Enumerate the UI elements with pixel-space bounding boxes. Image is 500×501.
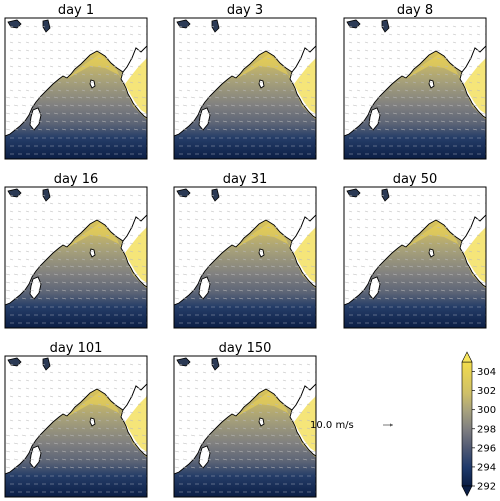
map-panel: day 150 (173, 341, 317, 498)
inland-sea (211, 188, 220, 202)
panel-frame (173, 186, 317, 329)
colorbar: 292 294 296 298 300 302 304 (461, 351, 496, 497)
island-srilanka (258, 248, 265, 258)
colorbar-tick-label: 294 (477, 462, 496, 473)
colorbar-extend-max (461, 351, 473, 363)
inland-sea (381, 19, 390, 33)
island-srilanka (258, 79, 265, 89)
colorbar-tick-label: 304 (477, 367, 496, 378)
map-panel: day 8 (343, 3, 487, 160)
panel-frame (4, 355, 148, 498)
inland-sea (211, 357, 220, 371)
panel-frame (173, 17, 317, 160)
colorbar-ticks: 292 294 296 298 300 302 304 (472, 367, 496, 493)
inland-sea (42, 357, 51, 371)
island-srilanka (89, 79, 96, 89)
wind-vectors (5, 363, 147, 493)
inland-sea (211, 19, 220, 33)
panel-title: day 101 (50, 341, 103, 356)
island-srilanka (89, 417, 96, 427)
wind-vectors (344, 194, 486, 324)
inland-sea (381, 188, 390, 202)
wind-vectors (344, 25, 486, 155)
island-srilanka (89, 248, 96, 258)
colorbar-tick-label: 300 (477, 405, 496, 416)
wind-vectors (174, 194, 316, 324)
panel-title: day 8 (397, 3, 433, 18)
panel-title: day 31 (223, 172, 268, 187)
colorbar-tick-label: 302 (477, 386, 496, 397)
island-srilanka (258, 417, 265, 427)
colorbar-tick-label: 296 (477, 443, 496, 454)
panel-title: day 3 (227, 3, 263, 18)
panel-frame (4, 186, 148, 329)
island-srilanka (428, 79, 435, 89)
colorbar-body (461, 361, 473, 487)
quiver-key-arrowhead (390, 423, 393, 427)
inland-sea (42, 188, 51, 202)
map-panel: day 31 (173, 172, 317, 329)
colorbar-tick-label: 298 (477, 424, 496, 435)
map-panel: day 1 (4, 3, 148, 160)
panel-frame (343, 17, 487, 160)
map-panel: day 50 (343, 172, 487, 329)
quiver-key: 10.0 m/s (310, 420, 393, 431)
quiver-key-label: 10.0 m/s (310, 420, 354, 431)
panel-title: day 1 (58, 3, 94, 18)
map-panels: day 1 day 3 day 8 day 16 day 31 day 50 day 101… (4, 3, 487, 498)
inland-sea (42, 19, 51, 33)
panel-frame (4, 17, 148, 160)
wind-vectors (5, 25, 147, 155)
colorbar-extend-min (461, 485, 473, 497)
map-panel: day 3 (173, 3, 317, 160)
colorbar-tick-label: 292 (477, 482, 496, 493)
map-panel: day 101 (4, 341, 148, 498)
panel-frame (343, 186, 487, 329)
island-srilanka (428, 248, 435, 258)
map-panel: day 16 (4, 172, 148, 329)
panel-title: day 50 (393, 172, 438, 187)
panel-title: day 150 (219, 341, 272, 356)
panel-title: day 16 (54, 172, 99, 187)
panel-frame (173, 355, 317, 498)
wind-vectors (174, 25, 316, 155)
